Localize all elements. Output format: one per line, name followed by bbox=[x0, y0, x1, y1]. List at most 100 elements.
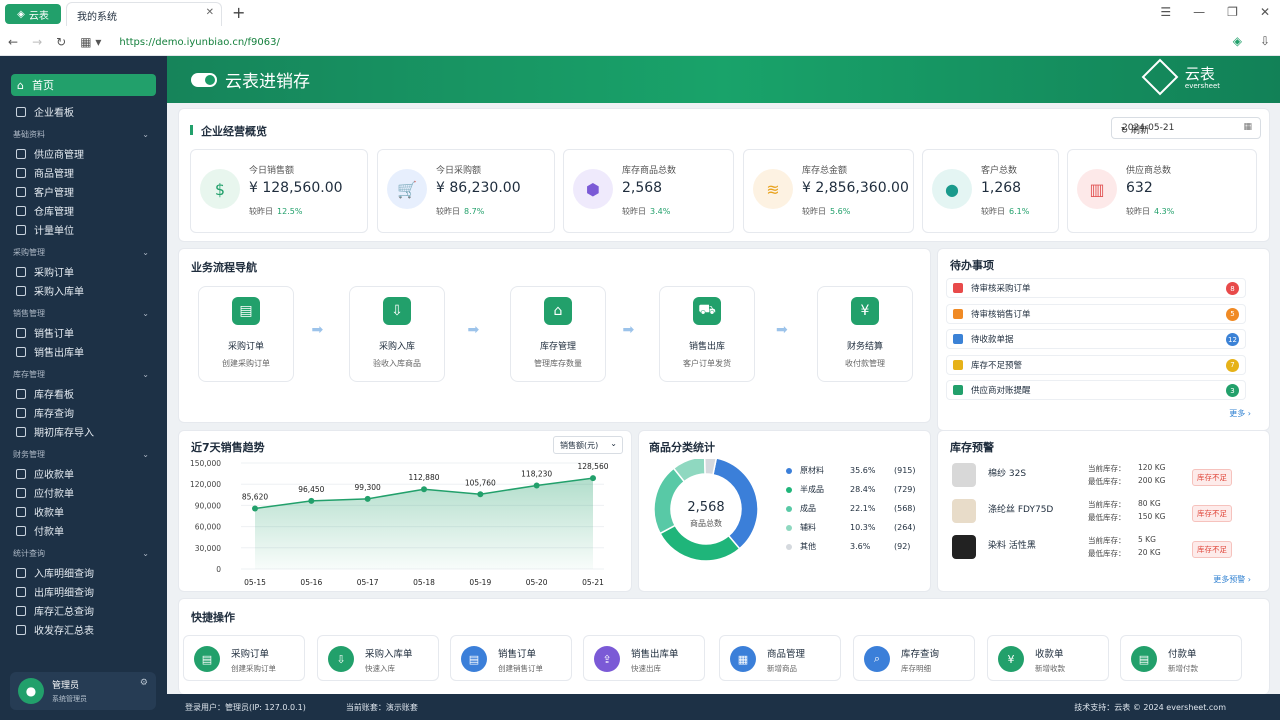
date-picker[interactable]: 2024-05-21 ▦ bbox=[1111, 117, 1261, 139]
metric-select[interactable]: 销售额(元) ⌄ bbox=[553, 436, 623, 454]
quick-action[interactable]: ¥ 收款单 新增收款 bbox=[987, 635, 1109, 681]
new-tab-icon[interactable]: + bbox=[232, 3, 246, 22]
close-window-icon[interactable]: ✕ bbox=[1259, 5, 1270, 19]
section-marker bbox=[190, 125, 193, 135]
apps-icon[interactable]: ▦ ▾ bbox=[80, 35, 102, 49]
sidebar-item[interactable]: 入库明细查询 bbox=[0, 563, 167, 582]
close-tab-icon[interactable]: ✕ bbox=[205, 7, 214, 18]
todo-item[interactable]: 待审核销售订单 5 bbox=[946, 303, 1246, 324]
flow-step[interactable]: ⛟ 销售出库 客户订单发货 bbox=[659, 286, 755, 382]
quick-action[interactable]: ▤ 销售订单 创建销售订单 bbox=[450, 635, 572, 681]
stat-card[interactable]: ▥ 供应商总数 632 较昨日 4.3% bbox=[1067, 149, 1257, 233]
sidebar-item[interactable]: 商品管理 bbox=[0, 163, 167, 182]
sidebar-item[interactable]: 计量单位 bbox=[0, 220, 167, 239]
sidebar-item[interactable]: 库存看板 bbox=[0, 384, 167, 403]
legend-pct: 35.6% bbox=[850, 466, 876, 475]
quick-action[interactable]: ▤ 采购订单 创建采购订单 bbox=[183, 635, 305, 681]
quick-action[interactable]: ⇪ 销售出库单 快速出库 bbox=[583, 635, 705, 681]
minimize-icon[interactable]: — bbox=[1193, 5, 1206, 19]
stat-card[interactable]: 🛒 今日采购额 ¥ 86,230.00 较昨日 8.7% bbox=[377, 149, 555, 233]
refresh-button[interactable]: ↻ 刷新 bbox=[1121, 123, 1149, 136]
sidebar-item-label: 企业看板 bbox=[34, 108, 74, 119]
browser-tab[interactable]: 我的系统 ✕ bbox=[66, 2, 222, 26]
status-badge: 库存不足 bbox=[1192, 541, 1232, 558]
sidebar-item-label: 销售出库单 bbox=[34, 348, 84, 359]
legend-entry: 其他 3.6% (92) bbox=[786, 541, 916, 552]
sidebar-item[interactable]: 销售出库单 bbox=[0, 342, 167, 361]
todo-more-link[interactable]: 更多 › bbox=[1229, 409, 1251, 418]
reload-icon[interactable]: ↻ bbox=[56, 35, 67, 49]
quick-action[interactable]: ⌕ 库存查询 库存明细 bbox=[853, 635, 975, 681]
sidebar-group-3[interactable]: 库存管理 ⌄ bbox=[0, 364, 167, 384]
quick-action[interactable]: ⇩ 采购入库单 快速入库 bbox=[317, 635, 439, 681]
sidebar-item[interactable]: 采购入库单 bbox=[0, 281, 167, 300]
menu-icon[interactable]: ☰ bbox=[1160, 5, 1172, 19]
refresh-label: 刷新 bbox=[1130, 126, 1149, 136]
count-badge: 12 bbox=[1226, 333, 1239, 346]
todo-item[interactable]: 库存不足预警 7 bbox=[946, 354, 1246, 375]
todo-item[interactable]: 待审核采购订单 8 bbox=[946, 278, 1246, 298]
sidebar-item[interactable]: 库存查询 bbox=[0, 403, 167, 422]
sidebar-item[interactable]: 销售订单 bbox=[0, 323, 167, 342]
y-tick-label: 90,000 bbox=[195, 501, 221, 510]
extension-button[interactable]: ◈ 云表 bbox=[5, 4, 61, 24]
stat-card[interactable]: ⬢ 库存商品总数 2,568 较昨日 3.4% bbox=[563, 149, 734, 233]
pie-slice bbox=[653, 467, 686, 535]
section-title: 库存预警 bbox=[950, 441, 994, 454]
download-icon[interactable]: ⇩ bbox=[1259, 34, 1270, 48]
stock-row[interactable]: 涤纶丝 FDY75D 当前库存： 最低库存： 80 KG 150 KG 库存不足 bbox=[946, 495, 1246, 529]
sidebar-item[interactable]: 出库明细查询 bbox=[0, 582, 167, 601]
sidebar-item[interactable]: 应付款单 bbox=[0, 483, 167, 502]
todo-item[interactable]: 待收款单据 12 bbox=[946, 329, 1246, 349]
compare-label: 较昨日 bbox=[1126, 207, 1150, 216]
sidebar-item-label: 期初库存导入 bbox=[34, 428, 94, 439]
data-label: 105,760 bbox=[465, 478, 496, 487]
sidebar-group-2[interactable]: 销售管理 ⌄ bbox=[0, 303, 167, 323]
user-panel[interactable]: ● 管理员 系统管理员 ⚙ bbox=[10, 672, 156, 710]
sidebar-item[interactable]: 仓库管理 bbox=[0, 201, 167, 220]
stat-card[interactable]: ≋ 库存总金额 ¥ 2,856,360.00 较昨日 5.6% bbox=[743, 149, 914, 233]
sidebar-item[interactable]: 客户管理 bbox=[0, 182, 167, 201]
sidebar-item[interactable]: 应收款单 bbox=[0, 464, 167, 483]
sidebar-item[interactable]: 收款单 bbox=[0, 502, 167, 521]
stat-card[interactable]: ● 客户总数 1,268 较昨日 6.1% bbox=[922, 149, 1059, 233]
sidebar-group-0[interactable]: 基础资料 ⌄ bbox=[0, 124, 167, 144]
sidebar-item[interactable]: 付款单 bbox=[0, 521, 167, 540]
stock-more-link[interactable]: 更多预警 › bbox=[1213, 575, 1251, 584]
sidebar-item[interactable]: 供应商管理 bbox=[0, 144, 167, 163]
chevron-down-icon: ⌄ bbox=[142, 129, 149, 139]
sidebar-item[interactable]: 库存汇总查询 bbox=[0, 601, 167, 620]
min-stock-value: 150 KG bbox=[1138, 512, 1166, 521]
flow-step[interactable]: ⇩ 采购入库 验收入库商品 bbox=[349, 286, 445, 382]
stat-card[interactable]: $ 今日销售额 ¥ 128,560.00 较昨日 12.5% bbox=[190, 149, 368, 233]
gear-icon[interactable]: ⚙ bbox=[139, 678, 148, 688]
extension-icon[interactable]: ◈ bbox=[1232, 34, 1242, 48]
stock-row[interactable]: 棉纱 32S 当前库存： 最低库存： 120 KG 200 KG 库存不足 bbox=[946, 459, 1246, 493]
stock-row[interactable]: 染料 活性黑 当前库存： 最低库存： 5 KG 20 KG 库存不足 bbox=[946, 531, 1246, 565]
menu-item-icon bbox=[16, 266, 26, 277]
data-label: 96,450 bbox=[298, 485, 324, 494]
flow-step[interactable]: ▤ 采购订单 创建采购订单 bbox=[198, 286, 294, 382]
back-icon[interactable]: ← bbox=[8, 35, 19, 49]
sidebar-group-4[interactable]: 财务管理 ⌄ bbox=[0, 444, 167, 464]
flow-step[interactable]: ⌂ 库存管理 管理库存数量 bbox=[510, 286, 606, 382]
forward-icon[interactable]: → bbox=[32, 35, 43, 49]
home-icon: ⌂ bbox=[17, 78, 24, 92]
flow-step[interactable]: ¥ 财务结算 收付款管理 bbox=[817, 286, 913, 382]
sidebar-item[interactable]: 收发存汇总表 bbox=[0, 620, 167, 639]
sidebar-item-dashboard[interactable]: 企业看板 bbox=[0, 102, 167, 121]
todo-label: 库存不足预警 bbox=[971, 360, 1023, 371]
sidebar-item[interactable]: 期初库存导入 bbox=[0, 422, 167, 441]
sidebar-group-1[interactable]: 采购管理 ⌄ bbox=[0, 242, 167, 262]
quick-action[interactable]: ▦ 商品管理 新增商品 bbox=[719, 635, 841, 681]
product-name: 涤纶丝 FDY75D bbox=[988, 505, 1054, 515]
sidebar-item[interactable]: 采购订单 bbox=[0, 262, 167, 281]
sidebar-item-home[interactable]: ⌂ 首页 bbox=[11, 74, 156, 96]
menu-item-icon bbox=[16, 205, 26, 216]
sidebar-group-5[interactable]: 统计查询 ⌄ bbox=[0, 543, 167, 563]
restore-icon[interactable]: ❐ bbox=[1227, 5, 1238, 19]
area-fill bbox=[255, 478, 593, 569]
address-bar[interactable]: https://demo.iyunbiao.cn/f9063/ bbox=[119, 36, 280, 48]
todo-item[interactable]: 供应商对账提醒 3 bbox=[946, 380, 1246, 400]
quick-action[interactable]: ▤ 付款单 新增付款 bbox=[1120, 635, 1242, 681]
